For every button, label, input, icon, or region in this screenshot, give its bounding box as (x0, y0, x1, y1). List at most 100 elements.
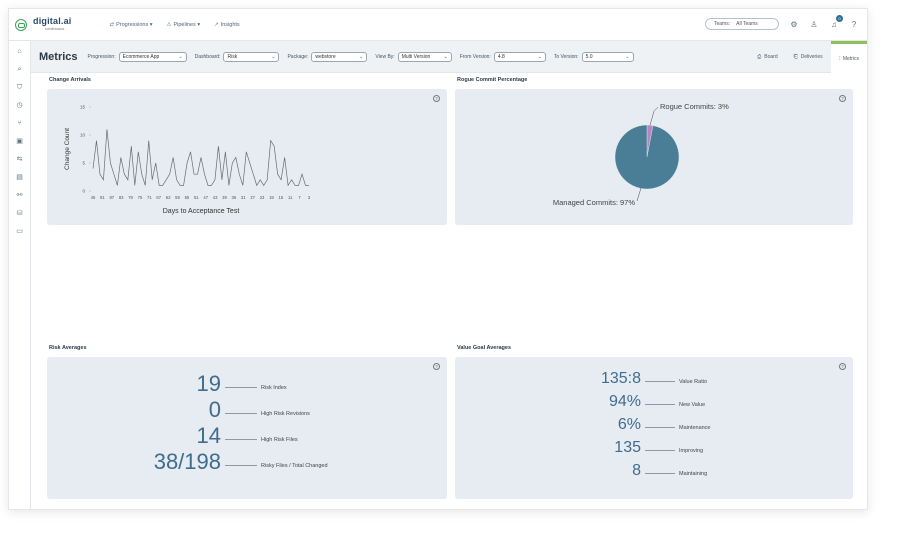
chevron-down-icon: ⌄ (625, 53, 630, 60)
risk-averages-panel: ? 19 Risk Index 0 High Risk Revisions 14… (47, 357, 447, 499)
package-filter: Package: webstore ⌄ (287, 51, 368, 62)
stat-value: 94% (608, 393, 641, 410)
pie-slice-managed-commits (614, 124, 680, 190)
maintaining-stat: 8 Maintaining (515, 463, 707, 479)
top-bar: digital.ai continuous ⇄ Progressions ▾ ⚠ P… (9, 9, 867, 41)
x-tick-label: 45 (91, 195, 96, 200)
maintenance-stat: 6% Maintenance (515, 417, 711, 433)
risky-files-stat: 38/198 Risky Files / Total Changed (107, 451, 328, 473)
nav-insights[interactable]: ↗ Insights (214, 21, 240, 28)
new-value-stat: 94% New Value (515, 394, 705, 410)
x-tick-label: 55 (185, 195, 190, 200)
search-icon[interactable]: ⌕ (17, 66, 22, 73)
from-version-filter: From Version: 4.8 ⌄ (460, 51, 546, 62)
x-tick-label: 27 (250, 195, 255, 200)
stat-label: Risk Index (261, 385, 287, 391)
stat-label: High Risk Files (261, 437, 298, 443)
logo-icon (15, 18, 27, 31)
branch-icon[interactable]: ⑂ (17, 120, 22, 127)
from-version-select[interactable]: 4.8 ⌄ (493, 51, 546, 62)
teams-label: Teams: (714, 21, 731, 27)
brand-subtitle: continuous (45, 25, 65, 31)
transfer-icon[interactable]: ⇆ (16, 156, 23, 163)
help-icon[interactable]: ? (433, 95, 440, 102)
x-tick-label: 15 (278, 195, 283, 200)
main-nav: ⇄ Progressions ▾ ⚠ Pipelines ▾ ↗ Insights (110, 22, 240, 28)
change-arrivals-panel: ? 0 5 10 15 45 91 87 83 79 75 71 67 63 59 55 51 47 43 39 35… (47, 89, 447, 225)
bar-chart-icon: ⫶ (838, 55, 840, 62)
stat-value: 38/198 (153, 449, 221, 474)
notification-badge: 0 (836, 14, 843, 22)
rogue-commit-chart: Rogue Commits: 3% Managed Commits: 97% (553, 102, 729, 207)
tab-metrics[interactable]: ⫶ Metrics (830, 41, 867, 73)
brand-logo[interactable]: digital.ai continuous (15, 16, 72, 33)
to-version-select[interactable]: 5.0 ⌄ (581, 51, 634, 62)
stat-value: 19 (196, 371, 221, 396)
nav-progressions[interactable]: ⇄ Progressions ▾ (109, 21, 153, 28)
tab-board[interactable]: ⎙ Board (757, 54, 778, 60)
nav-pipelines[interactable]: ⚠ Pipelines ▾ (166, 21, 201, 28)
progressions-icon: ⇄ (109, 21, 115, 28)
help-icon[interactable]: ? (433, 363, 440, 370)
briefcase-icon[interactable]: ▣ (16, 138, 23, 145)
rogue-leader-line (649, 106, 659, 126)
progression-select[interactable]: Ecommerce App ⌄ (118, 51, 187, 62)
stat-label: Risky Files / Total Changed (261, 463, 328, 469)
teams-selector[interactable]: Teams: All Teams (705, 18, 779, 30)
risk-index-stat: 19 Risk Index (107, 373, 287, 395)
x-tick-label: 87 (109, 195, 114, 200)
x-tick-label: 23 (260, 195, 265, 200)
link-icon[interactable]: ⚯ (16, 192, 23, 199)
help-icon[interactable]: ? (839, 363, 846, 370)
improving-stat: 135 Improving (515, 440, 703, 456)
x-axis-label: Days to Acceptance Test (163, 208, 240, 215)
x-tick-label: 79 (128, 195, 133, 200)
package-select[interactable]: webstore ⌄ (311, 51, 368, 62)
x-tick-label: 71 (147, 195, 152, 200)
dashboard-filter: Dashboard: Risk ⌄ (195, 51, 280, 62)
value-goal-panel: ? 135:8 Value Ratio 94% New Value 6% Mai… (455, 357, 853, 499)
monitor-icon[interactable]: ▭ (16, 228, 23, 235)
timer-icon[interactable]: ◷ (16, 102, 23, 109)
home-icon[interactable]: ⌂ (17, 48, 22, 55)
rogue-commit-title: Rogue Commit Percentage (457, 77, 528, 83)
view-tabs: ⎙ Board ⎗ Deliveries ⫶ Metrics (749, 41, 867, 73)
bell-icon[interactable]: ♫ 0 (829, 14, 843, 29)
chevron-down-icon: ⌄ (359, 53, 364, 60)
x-tick-label: 3 (308, 195, 311, 200)
top-right-controls: Teams: All Teams ⚙ ♙ ♫ 0 ? (705, 14, 859, 30)
stat-label: Value Ratio (679, 379, 708, 385)
rogue-commit-panel: ? Rogue Commits: 3% Managed Commits: 97% (455, 89, 853, 225)
x-tick-label: 63 (166, 195, 171, 200)
database-icon[interactable]: ⛁ (16, 210, 23, 217)
app-window: digital.ai continuous ⇄ Progressions ▾ ⚠ P… (8, 8, 868, 510)
y-tick-label: 15 (80, 105, 86, 110)
x-tick-label: 35 (232, 195, 237, 200)
y-tick-label: 10 (80, 133, 86, 138)
viewby-select[interactable]: Multi Version ⌄ (397, 51, 452, 62)
user-icon[interactable]: ♙ (810, 19, 818, 29)
x-tick-label: 91 (100, 195, 105, 200)
insights-icon: ↗ (214, 21, 219, 28)
calendar-icon[interactable]: ▤ (16, 174, 23, 181)
x-tick-label: 67 (156, 195, 161, 200)
tab-deliveries[interactable]: ⎗ Deliveries (793, 54, 823, 60)
help-icon[interactable]: ? (851, 19, 857, 29)
help-icon[interactable]: ? (839, 95, 846, 102)
settings-icon[interactable]: ⚙ (790, 19, 798, 29)
x-tick-label: 19 (269, 195, 274, 200)
shield-icon[interactable]: ⛉ (16, 84, 23, 91)
x-tick-label: 43 (213, 195, 218, 200)
risk-averages-title: Risk Averages (49, 345, 87, 351)
teams-value: All Teams (736, 21, 758, 27)
stat-value: 6% (617, 416, 641, 433)
y-tick-label: 5 (82, 161, 85, 166)
stat-label: Maintaining (679, 471, 708, 477)
x-tick-label: 59 (175, 195, 180, 200)
dashboard-select[interactable]: Risk ⌄ (223, 51, 280, 62)
managed-commits-label: Managed Commits: 97% (553, 198, 635, 207)
page-title: Metrics (39, 50, 78, 63)
managed-leader-line (636, 187, 642, 202)
pipelines-icon: ⚠ (166, 21, 172, 28)
